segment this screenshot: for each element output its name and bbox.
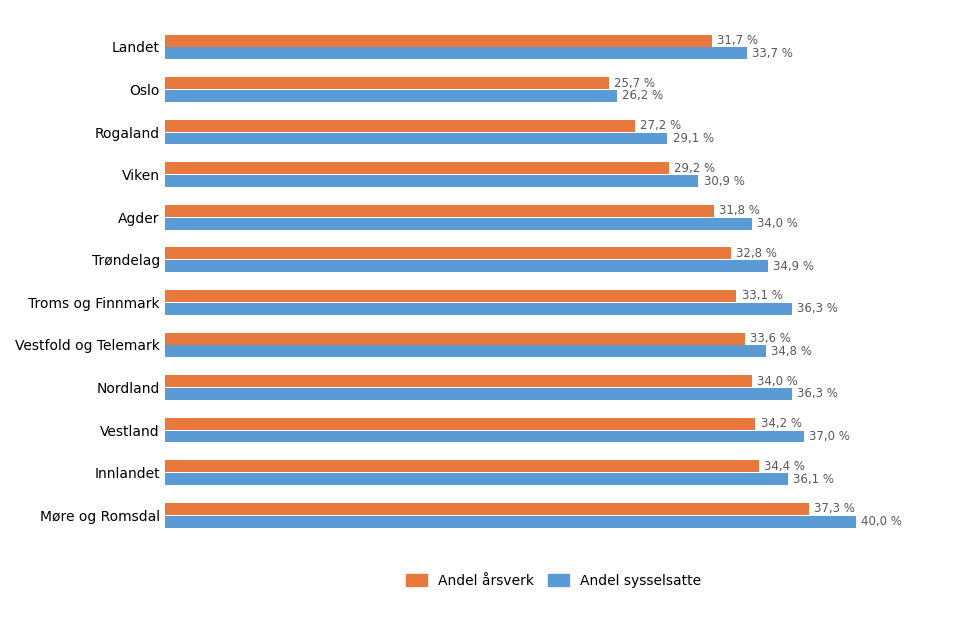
Bar	[165, 460, 759, 473]
Text: 31,7 %: 31,7 %	[718, 34, 759, 47]
Text: 34,0 %: 34,0 %	[757, 217, 798, 230]
Bar	[165, 503, 809, 515]
Text: 36,3 %: 36,3 %	[797, 387, 837, 401]
Text: 37,0 %: 37,0 %	[809, 430, 850, 443]
Text: 34,4 %: 34,4 %	[764, 460, 805, 473]
Bar	[165, 132, 667, 144]
Bar	[165, 388, 791, 400]
Text: 34,2 %: 34,2 %	[761, 417, 802, 430]
Text: 33,6 %: 33,6 %	[750, 332, 791, 345]
Bar	[165, 175, 699, 187]
Bar	[165, 34, 712, 46]
Text: 30,9 %: 30,9 %	[703, 174, 745, 188]
Bar	[165, 345, 766, 357]
Bar	[165, 303, 791, 315]
Text: 34,8 %: 34,8 %	[771, 345, 812, 358]
Bar	[165, 247, 731, 259]
Bar	[165, 418, 755, 430]
Text: 33,7 %: 33,7 %	[752, 47, 793, 60]
Text: 31,8 %: 31,8 %	[719, 204, 760, 218]
Text: 40,0 %: 40,0 %	[860, 515, 901, 528]
Text: 29,1 %: 29,1 %	[673, 132, 714, 145]
Text: 33,1 %: 33,1 %	[742, 289, 783, 303]
Bar	[165, 90, 617, 102]
Bar	[165, 77, 609, 89]
Bar	[165, 290, 737, 302]
Bar	[165, 47, 746, 59]
Text: 32,8 %: 32,8 %	[737, 247, 777, 260]
Text: 34,0 %: 34,0 %	[757, 375, 798, 387]
Legend: Andel årsverk, Andel sysselsatte: Andel årsverk, Andel sysselsatte	[400, 569, 706, 593]
Text: 37,3 %: 37,3 %	[814, 502, 855, 515]
Text: 34,9 %: 34,9 %	[772, 259, 813, 273]
Bar	[165, 473, 789, 485]
Text: 36,3 %: 36,3 %	[797, 302, 837, 315]
Bar	[165, 205, 714, 217]
Bar	[165, 218, 752, 230]
Bar	[165, 162, 669, 174]
Text: 27,2 %: 27,2 %	[639, 119, 680, 132]
Text: 26,2 %: 26,2 %	[622, 90, 663, 102]
Text: 29,2 %: 29,2 %	[675, 162, 716, 175]
Bar	[165, 120, 634, 132]
Bar	[165, 375, 752, 387]
Text: 25,7 %: 25,7 %	[613, 76, 655, 90]
Bar	[165, 260, 768, 272]
Bar	[165, 431, 804, 443]
Bar	[165, 516, 856, 528]
Bar	[165, 333, 746, 345]
Text: 36,1 %: 36,1 %	[793, 473, 835, 485]
